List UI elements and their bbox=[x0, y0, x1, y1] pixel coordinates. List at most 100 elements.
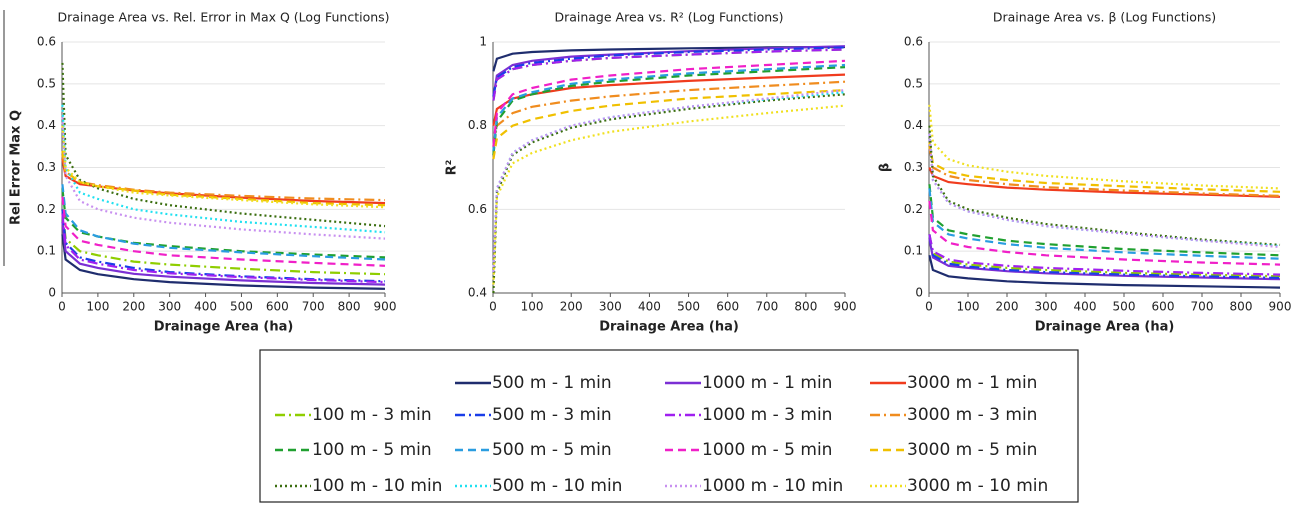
series-line bbox=[61, 221, 386, 286]
y-axis-title: β bbox=[878, 163, 893, 172]
y-tick-label: 0.6 bbox=[468, 202, 487, 216]
series-line bbox=[928, 146, 1281, 197]
series-line bbox=[492, 104, 846, 285]
series-line bbox=[492, 59, 846, 147]
series-line bbox=[492, 45, 846, 72]
series-line bbox=[492, 80, 846, 147]
legend-label: 3000 m - 5 min bbox=[907, 440, 1037, 460]
x-tick-label: 800 bbox=[338, 300, 361, 314]
legend-label: 100 m - 10 min bbox=[312, 476, 442, 496]
y-tick-label: 0.1 bbox=[904, 244, 923, 258]
x-tick-label: 400 bbox=[1074, 300, 1097, 314]
series-line bbox=[928, 238, 1281, 281]
x-axis-title: Drainage Area (ha) bbox=[154, 320, 294, 335]
chart-title: Drainage Area vs. R² (Log Functions) bbox=[554, 10, 783, 25]
y-tick-label: 0.5 bbox=[37, 76, 56, 90]
x-tick-label: 600 bbox=[716, 300, 739, 314]
x-tick-label: 900 bbox=[834, 300, 857, 314]
legend-label: 1000 m - 1 min bbox=[702, 373, 832, 393]
y-tick-label: 0.2 bbox=[37, 202, 56, 216]
legend-label: 500 m - 10 min bbox=[492, 476, 622, 496]
x-tick-label: 900 bbox=[374, 300, 397, 314]
legend-label: 3000 m - 10 min bbox=[907, 476, 1048, 496]
x-tick-label: 500 bbox=[1113, 300, 1136, 314]
legend-label: 3000 m - 3 min bbox=[907, 405, 1037, 425]
x-tick-label: 100 bbox=[86, 300, 109, 314]
x-tick-label: 700 bbox=[755, 300, 778, 314]
series-line bbox=[61, 234, 386, 290]
y-tick-label: 0.4 bbox=[468, 286, 487, 300]
legend-label: 500 m - 1 min bbox=[492, 373, 612, 393]
x-tick-label: 700 bbox=[1191, 300, 1214, 314]
series-line bbox=[61, 150, 386, 207]
series-line bbox=[61, 117, 386, 240]
series-line bbox=[928, 188, 1281, 260]
series-line bbox=[61, 196, 386, 267]
y-tick-label: 0 bbox=[48, 286, 56, 300]
legend-label: 3000 m - 1 min bbox=[907, 373, 1037, 393]
y-tick-label: 0.1 bbox=[37, 244, 56, 258]
series-line bbox=[928, 200, 1281, 266]
series-line bbox=[928, 125, 1281, 246]
legend-label: 500 m - 5 min bbox=[492, 440, 612, 460]
x-tick-label: 200 bbox=[996, 300, 1019, 314]
legend-label: 1000 m - 5 min bbox=[702, 440, 832, 460]
x-tick-label: 0 bbox=[489, 300, 497, 314]
x-tick-label: 600 bbox=[1152, 300, 1175, 314]
x-tick-label: 400 bbox=[638, 300, 661, 314]
series-line bbox=[61, 158, 386, 205]
legend-label: 500 m - 3 min bbox=[492, 405, 612, 425]
series-line bbox=[61, 184, 386, 261]
series-line bbox=[928, 104, 1281, 190]
series-line bbox=[61, 154, 386, 202]
x-tick-label: 0 bbox=[925, 300, 933, 314]
series-line bbox=[61, 62, 386, 228]
x-tick-label: 300 bbox=[599, 300, 622, 314]
x-tick-label: 700 bbox=[302, 300, 325, 314]
x-tick-label: 100 bbox=[957, 300, 980, 314]
x-tick-label: 500 bbox=[230, 300, 253, 314]
x-tick-label: 200 bbox=[122, 300, 145, 314]
series-line bbox=[61, 213, 386, 284]
x-tick-label: 900 bbox=[1269, 300, 1292, 314]
y-axis-title: Rel Error Max Q bbox=[9, 110, 24, 225]
series-line bbox=[61, 209, 386, 276]
legend-label: 1000 m - 10 min bbox=[702, 476, 843, 496]
x-tick-label: 300 bbox=[1035, 300, 1058, 314]
y-tick-label: 0.3 bbox=[37, 160, 56, 174]
chart-title: Drainage Area vs. Rel. Error in Max Q (L… bbox=[57, 10, 389, 25]
series-line bbox=[928, 255, 1281, 289]
legend-label: 100 m - 3 min bbox=[312, 405, 432, 425]
x-axis-title: Drainage Area (ha) bbox=[599, 320, 739, 335]
y-tick-label: 0.6 bbox=[904, 35, 923, 49]
series-line bbox=[492, 46, 846, 97]
x-tick-label: 0 bbox=[58, 300, 66, 314]
series-line bbox=[492, 93, 846, 294]
legend-label: 1000 m - 3 min bbox=[702, 405, 832, 425]
x-tick-label: 600 bbox=[266, 300, 289, 314]
y-tick-label: 1 bbox=[479, 35, 487, 49]
y-tick-label: 0.2 bbox=[904, 202, 923, 216]
x-tick-label: 400 bbox=[194, 300, 217, 314]
series-line bbox=[928, 184, 1281, 257]
chart-title: Drainage Area vs. β (Log Functions) bbox=[993, 10, 1216, 25]
series-line bbox=[928, 133, 1281, 249]
series-line bbox=[61, 125, 386, 209]
y-tick-label: 0.4 bbox=[904, 118, 923, 132]
series-line bbox=[492, 63, 846, 151]
x-tick-label: 500 bbox=[677, 300, 700, 314]
series-line bbox=[928, 234, 1281, 278]
y-tick-label: 0.6 bbox=[37, 35, 56, 49]
series-line bbox=[492, 48, 846, 101]
series-line bbox=[928, 234, 1281, 276]
series-line bbox=[492, 89, 846, 273]
legend-label: 100 m - 5 min bbox=[312, 440, 432, 460]
x-tick-label: 800 bbox=[1230, 300, 1253, 314]
y-tick-label: 0.5 bbox=[904, 76, 923, 90]
series-line bbox=[492, 66, 846, 156]
x-tick-label: 300 bbox=[158, 300, 181, 314]
series-line bbox=[492, 91, 846, 273]
series-line bbox=[928, 142, 1281, 193]
series-line bbox=[492, 89, 846, 160]
